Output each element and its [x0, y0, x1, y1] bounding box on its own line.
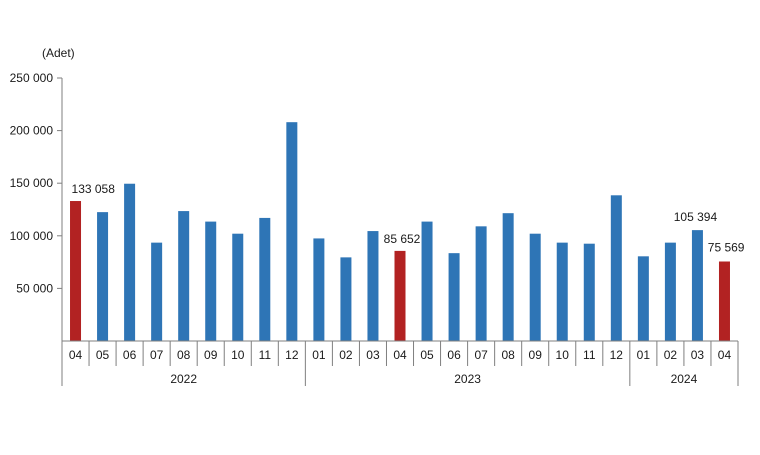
bar: [97, 212, 109, 341]
data-label: 75 569: [708, 241, 745, 255]
bar: [205, 221, 217, 341]
x-tick-label: 11: [583, 348, 596, 362]
x-tick-label: 04: [718, 348, 732, 362]
bar: [259, 217, 271, 341]
bar: [367, 231, 379, 341]
x-tick-label: 03: [366, 348, 380, 362]
bar: [664, 242, 676, 341]
bar: [70, 201, 82, 341]
bar: [232, 233, 244, 341]
x-tick-label: 04: [393, 348, 407, 362]
x-tick-label: 05: [96, 348, 110, 362]
y-tick-label: 50 000: [16, 281, 53, 295]
bar: [475, 226, 487, 341]
bar: [448, 253, 460, 341]
bar: [124, 183, 136, 341]
x-year-label: 2022: [170, 372, 197, 386]
data-label: 133 058: [72, 182, 116, 196]
x-tick-label: 06: [123, 348, 137, 362]
x-tick-label: 09: [529, 348, 543, 362]
x-tick-label: 07: [474, 348, 488, 362]
y-tick-label: 200 000: [10, 124, 54, 138]
x-tick-label: 03: [691, 348, 705, 362]
bar: [151, 242, 163, 341]
x-tick-label: 01: [312, 348, 326, 362]
bar: [394, 250, 406, 341]
x-year-label: 2024: [671, 372, 698, 386]
x-tick-label: 01: [637, 348, 651, 362]
bar: [529, 233, 541, 341]
x-tick-label: 12: [285, 348, 299, 362]
bar: [178, 211, 190, 341]
x-tick-label: 11: [259, 348, 272, 362]
x-tick-label: 05: [420, 348, 434, 362]
bar: [637, 256, 649, 341]
bar: [691, 230, 703, 341]
data-label: 85 652: [384, 232, 421, 246]
bar: [313, 238, 325, 341]
y-axis-unit-label: (Adet): [42, 46, 75, 60]
axes: [61, 78, 738, 342]
bars: [70, 122, 730, 342]
bar: [340, 257, 352, 341]
x-axis-year-labels: 2022 2023 2024: [170, 366, 739, 386]
bar: [286, 122, 298, 342]
bar: [610, 195, 622, 341]
bar: [718, 261, 730, 341]
y-tick-label: 250 000: [10, 71, 54, 85]
x-tick-label: 02: [664, 348, 678, 362]
y-tick-label: 100 000: [10, 229, 54, 243]
x-axis-category-labels: 04 05 06 07 08 09 10 11 12 01 02 03 04 05 06 07 08 09 10 11…: [61, 341, 739, 386]
data-label: 105 394: [674, 210, 718, 224]
x-tick-label: 10: [556, 348, 570, 362]
x-tick-label: 06: [447, 348, 461, 362]
data-labels: 133 058 85 652 105 394 75 569: [72, 182, 745, 254]
y-tick-label: 150 000: [10, 176, 54, 190]
x-tick-label: 07: [150, 348, 164, 362]
bar: [556, 242, 568, 341]
x-tick-label: 12: [610, 348, 624, 362]
x-tick-label: 04: [69, 348, 83, 362]
x-tick-label: 02: [339, 348, 353, 362]
x-tick-label: 10: [231, 348, 245, 362]
bar: [502, 213, 514, 341]
bar: [583, 243, 595, 341]
x-tick-label: 09: [204, 348, 218, 362]
x-year-label: 2023: [454, 372, 481, 386]
bar: [421, 221, 433, 341]
x-tick-label: 08: [501, 348, 515, 362]
y-axis-ticks: 50 000 100 000 150 000 200 000 250 000: [10, 71, 62, 295]
x-tick-label: 08: [177, 348, 191, 362]
